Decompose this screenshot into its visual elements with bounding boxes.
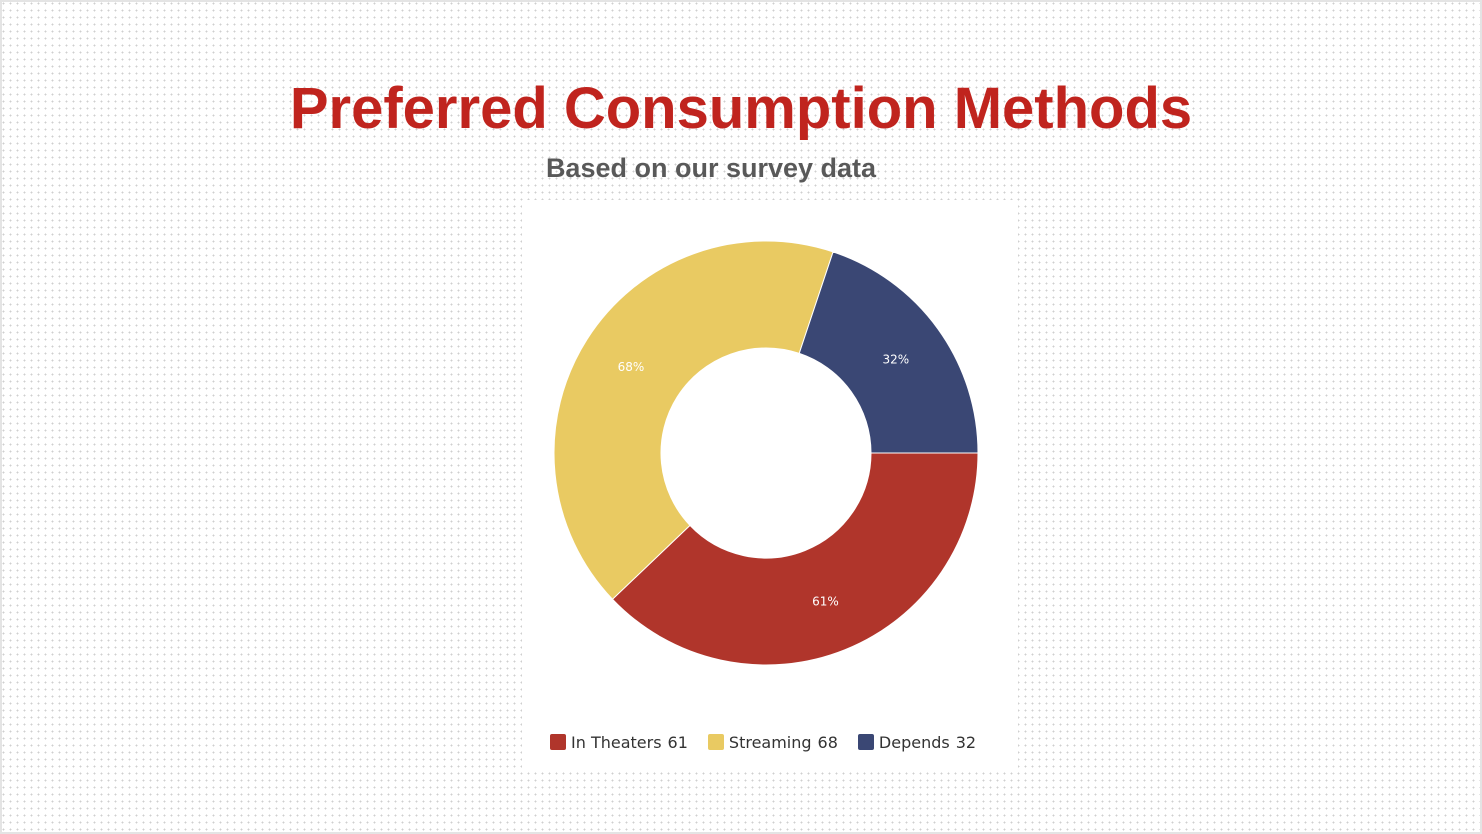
chart-card: 61% 68% 32% In Theaters 61 Streaming 68 Depend… [522,200,1018,772]
slice-label-streaming: 68% [618,360,645,374]
legend-label-streaming: Streaming [728,732,812,752]
donut-chart: 61% 68% 32% [553,240,979,666]
legend-label-in-theaters: In Theaters [571,732,662,752]
slice-streaming [553,240,834,600]
legend-swatch-streaming [707,734,724,750]
legend-swatch-in-theaters [550,734,566,750]
chart-legend: In Theaters 61 Streaming 68 Depends 32 [550,731,996,753]
slide-title: Preferred Consumption Methods [289,76,1193,141]
legend-item-depends[interactable]: Depends 32 [857,732,977,752]
legend-label-depends: Depends [878,732,950,752]
legend-value-in-theaters: 61 [667,732,688,752]
legend-item-in-theaters[interactable]: In Theaters 61 [550,733,688,752]
legend-item-streaming[interactable]: Streaming 68 [707,732,838,752]
legend-value-streaming: 68 [817,732,838,752]
slice-in-theaters [611,452,979,666]
legend-swatch-depends [857,734,874,750]
slice-label-depends: 32% [882,352,909,366]
slice-label-in-theaters: 61% [812,595,839,609]
slice-depends [798,251,979,454]
slide-subtitle: Based on our survey data [545,153,877,183]
legend-value-depends: 32 [955,732,977,752]
